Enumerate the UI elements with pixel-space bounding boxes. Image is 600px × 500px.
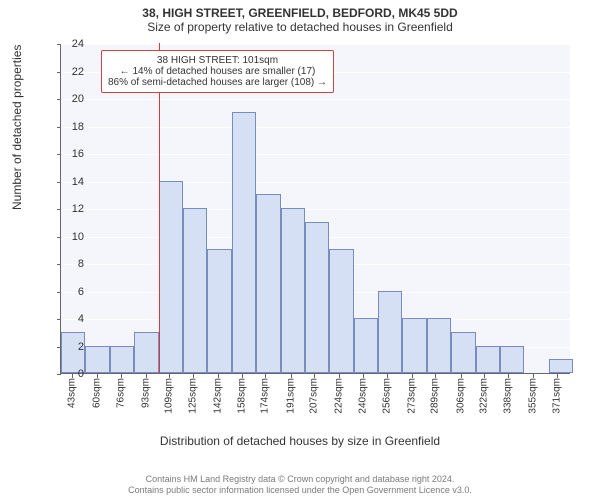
xtick-label: 60sqm (91, 378, 102, 408)
xtick-label: 338sqm (502, 378, 513, 414)
annotation-line3: 86% of semi-detached houses are larger (… (108, 77, 327, 88)
xtick-label: 207sqm (309, 378, 320, 414)
xtick-label: 174sqm (260, 378, 271, 414)
histogram-bar (378, 291, 402, 374)
histogram-bar (85, 346, 109, 374)
x-axis-label: Distribution of detached houses by size … (0, 434, 600, 448)
xtick-label: 273sqm (406, 378, 417, 414)
annotation-box: 38 HIGH STREET: 101sqm← 14% of detached … (101, 50, 334, 93)
ytick-label: 22 (54, 66, 84, 78)
ytick-label: 8 (54, 258, 84, 270)
xtick-label: 109sqm (164, 378, 175, 414)
gridline (61, 44, 571, 45)
xtick-label: 125sqm (188, 378, 199, 414)
xtick-label: 142sqm (213, 378, 224, 414)
histogram-bar (232, 112, 256, 373)
histogram-bar (134, 332, 158, 373)
histogram-bar (281, 208, 305, 373)
xtick-label: 76sqm (115, 378, 126, 408)
ytick-label: 12 (54, 203, 84, 215)
histogram-bar (500, 346, 524, 374)
gridline (61, 99, 571, 100)
xtick-label: 256sqm (381, 378, 392, 414)
ytick-label: 6 (54, 286, 84, 298)
histogram-bar (159, 181, 183, 374)
chart-area: 38 HIGH STREET: 101sqm← 14% of detached … (60, 44, 570, 374)
xtick-label: 158sqm (236, 378, 247, 414)
xtick-label: 322sqm (479, 378, 490, 414)
gridline (61, 154, 571, 155)
y-axis-label: Number of detached properties (10, 45, 24, 210)
histogram-bar (305, 222, 329, 373)
ytick-label: 20 (54, 93, 84, 105)
histogram-bar (183, 208, 207, 373)
histogram-bar (451, 332, 475, 373)
chart-container: 38, HIGH STREET, GREENFIELD, BEDFORD, MK… (0, 0, 600, 500)
xtick-label: 289sqm (430, 378, 441, 414)
ytick-label: 2 (54, 341, 84, 353)
ytick-label: 18 (54, 121, 84, 133)
ytick-label: 16 (54, 148, 84, 160)
histogram-bar (549, 359, 573, 373)
xtick-label: 224sqm (334, 378, 345, 414)
histogram-bar (402, 318, 426, 373)
histogram-bar (354, 318, 378, 373)
xtick-label: 43sqm (66, 378, 77, 408)
annotation-line2: ← 14% of detached houses are smaller (17… (108, 66, 327, 77)
histogram-bar (427, 318, 451, 373)
footer-line2: Contains public sector information licen… (128, 485, 472, 495)
ytick-label: 10 (54, 231, 84, 243)
histogram-bar (476, 346, 500, 374)
xtick-label: 191sqm (285, 378, 296, 414)
xtick-label: 240sqm (358, 378, 369, 414)
title-subtitle: Size of property relative to detached ho… (0, 20, 600, 34)
ytick-label: 0 (54, 368, 84, 380)
annotation-line1: 38 HIGH STREET: 101sqm (108, 55, 327, 66)
ytick-label: 24 (54, 38, 84, 50)
xtick-label: 355sqm (528, 378, 539, 414)
histogram-bar (207, 249, 231, 373)
xtick-label: 93sqm (140, 378, 151, 408)
xtick-label: 306sqm (455, 378, 466, 414)
footer-attribution: Contains HM Land Registry data © Crown c… (0, 474, 600, 497)
ytick-label: 4 (54, 313, 84, 325)
gridline (61, 182, 571, 183)
plot-area: 38 HIGH STREET: 101sqm← 14% of detached … (60, 44, 570, 374)
footer-line1: Contains HM Land Registry data © Crown c… (146, 474, 455, 484)
histogram-bar (256, 194, 280, 373)
xtick-label: 371sqm (551, 378, 562, 414)
title-address: 38, HIGH STREET, GREENFIELD, BEDFORD, MK… (0, 0, 600, 20)
ytick-label: 14 (54, 176, 84, 188)
gridline (61, 127, 571, 128)
histogram-bar (110, 346, 134, 374)
histogram-bar (329, 249, 353, 373)
gridline (61, 209, 571, 210)
